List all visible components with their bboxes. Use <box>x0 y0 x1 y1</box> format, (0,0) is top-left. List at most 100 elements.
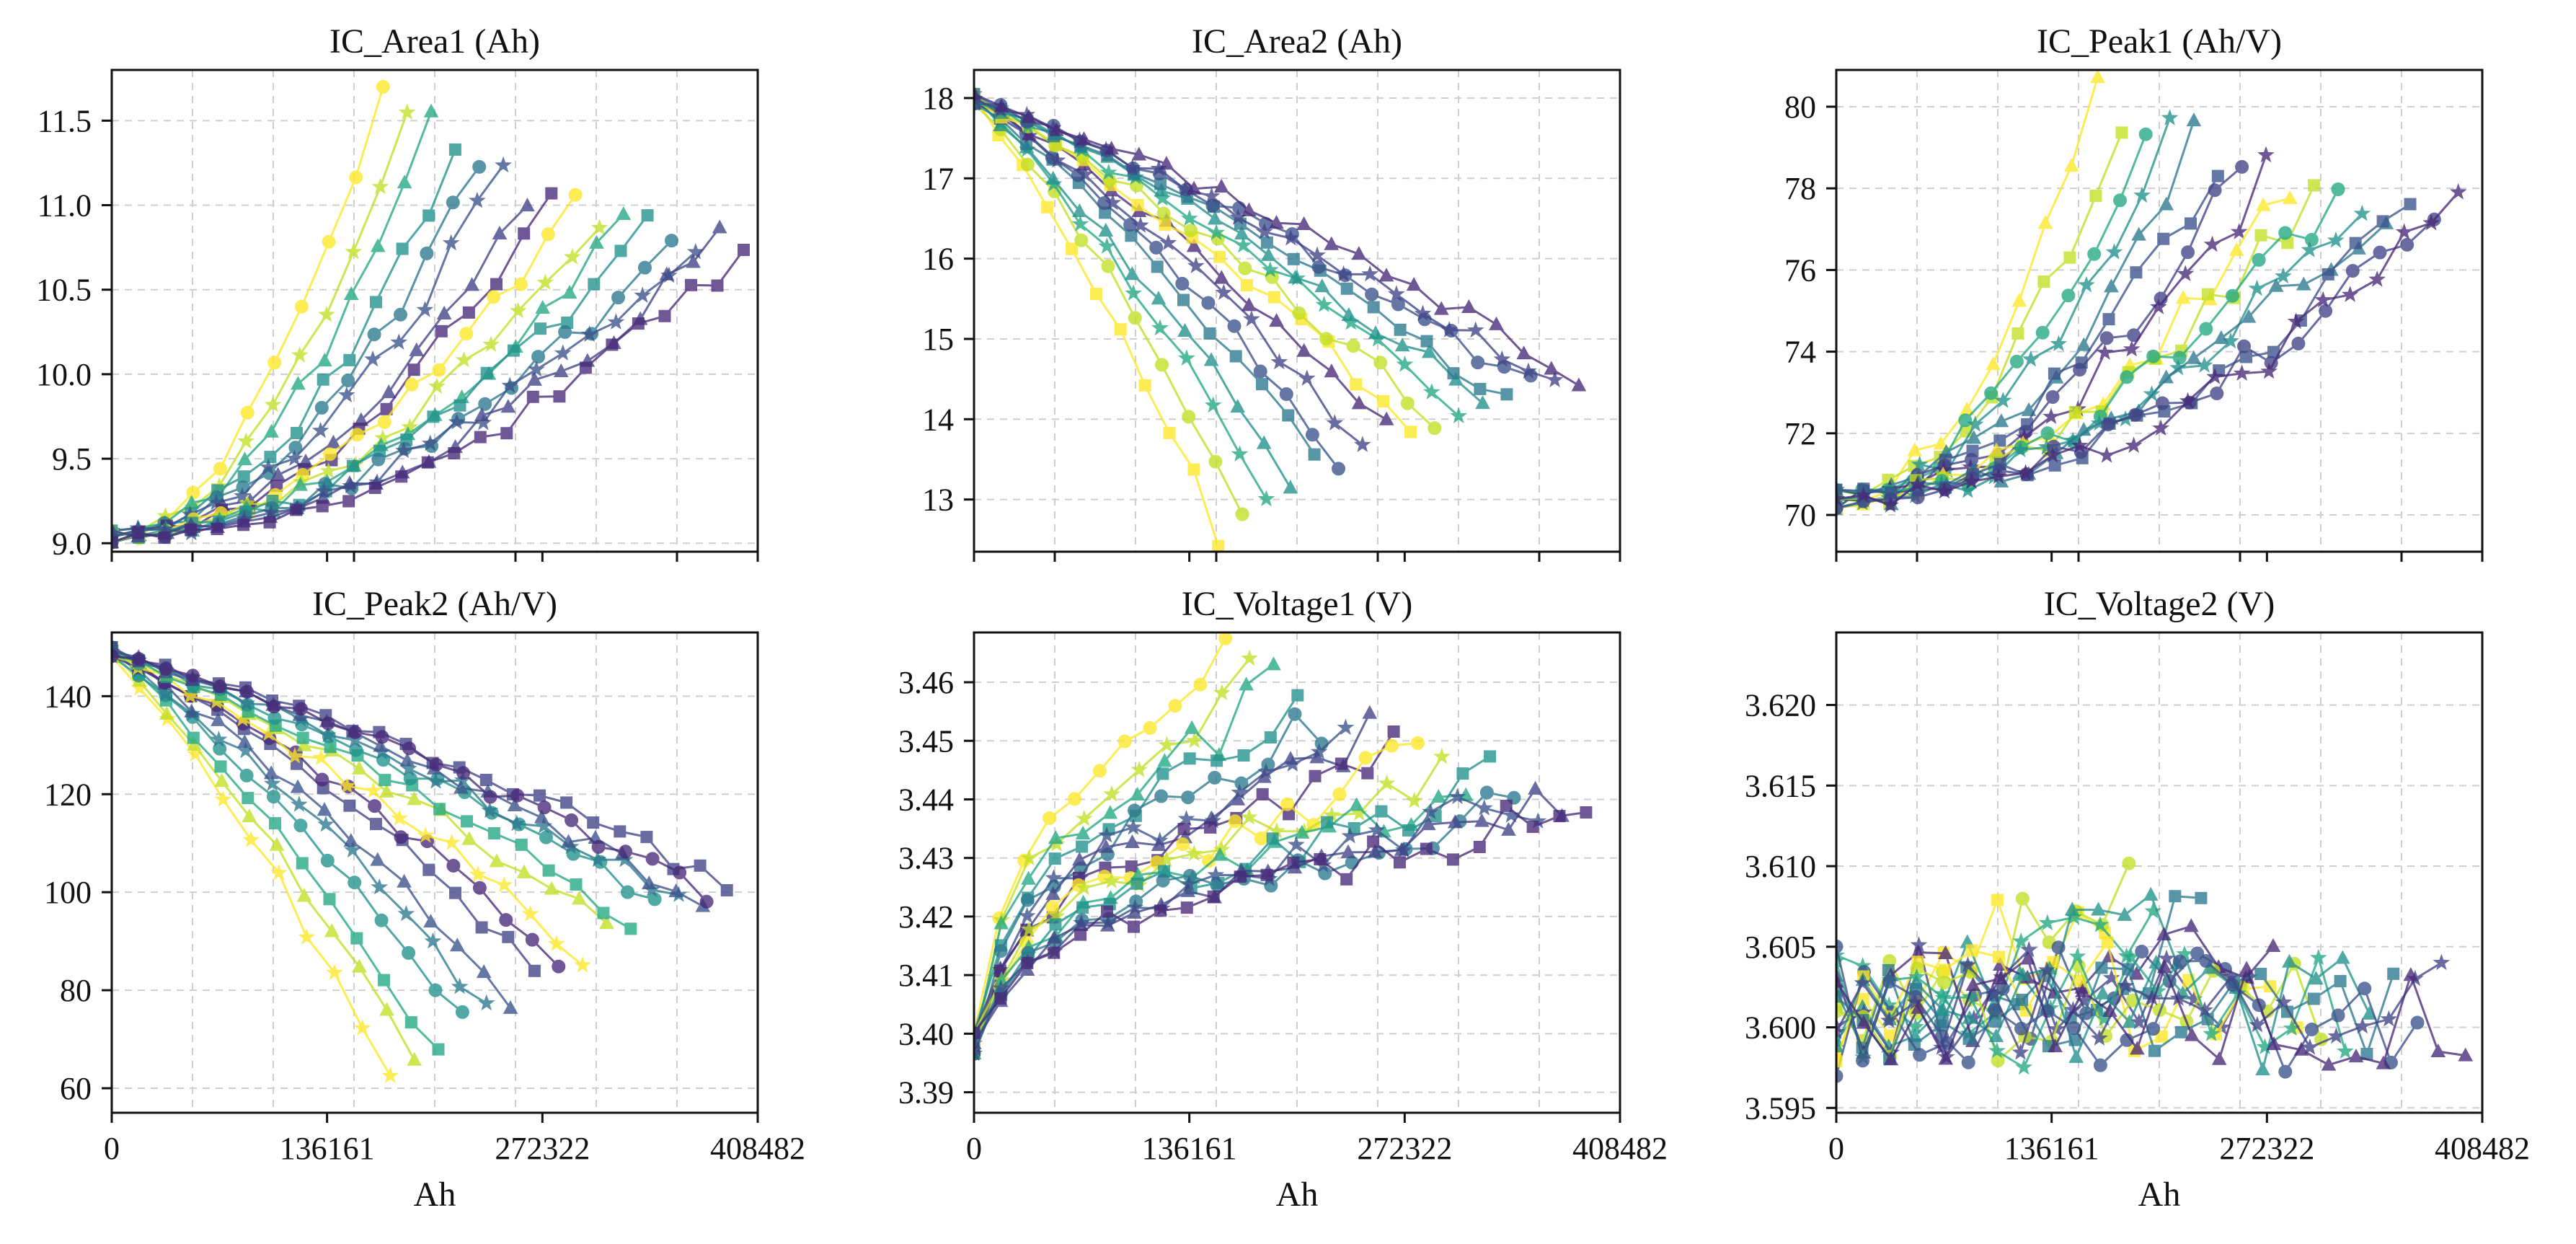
data-point <box>1186 180 1202 195</box>
data-point <box>553 363 569 377</box>
data-point <box>242 831 260 847</box>
x-tick-label: 272322 <box>1357 1131 1452 1166</box>
y-tick-label: 74 <box>1784 335 1816 370</box>
data-point <box>260 458 278 475</box>
data-point <box>2156 926 2172 940</box>
data-point <box>112 522 120 537</box>
data-point <box>448 447 461 459</box>
data-point <box>112 649 119 663</box>
data-point <box>1235 507 1249 521</box>
data-point <box>1836 974 1844 988</box>
data-point <box>238 694 256 711</box>
data-point <box>323 447 337 462</box>
chart-title: IC_Voltage2 (V) <box>2044 585 2275 623</box>
data-point <box>1394 323 1407 336</box>
data-point <box>1130 786 1145 801</box>
data-point <box>1353 436 1371 452</box>
data-point <box>2102 1002 2117 1017</box>
data-point <box>371 177 389 195</box>
y-tick-label: 3.42 <box>898 899 954 935</box>
data-point <box>1402 824 1415 837</box>
data-point <box>1906 993 1924 1010</box>
data-point <box>1269 313 1284 327</box>
data-point <box>1341 306 1357 322</box>
data-point <box>1154 789 1169 803</box>
data-point <box>317 802 332 816</box>
data-point <box>1049 918 1062 931</box>
data-point <box>1365 287 1379 301</box>
subplot-5: 0 136161 272322 408482 3.39 3.40 3.41 3.42 3.43 3… <box>898 585 1668 1214</box>
data-point <box>1474 813 1490 827</box>
data-point <box>2011 293 2027 307</box>
series-line <box>112 650 416 1061</box>
data-point <box>1117 734 1132 749</box>
data-point <box>571 891 587 905</box>
series-16 <box>1836 183 2467 513</box>
data-point <box>1856 1054 1870 1068</box>
y-tick-label: 3.610 <box>1745 849 1816 884</box>
series-10 <box>112 648 614 930</box>
data-point <box>1270 353 1288 370</box>
data-point <box>2241 309 2257 323</box>
data-point <box>553 390 566 403</box>
data-point <box>1131 146 1147 161</box>
data-point <box>2040 426 2055 441</box>
series-line <box>974 102 1387 421</box>
series-5 <box>112 643 495 1011</box>
data-point <box>182 687 199 704</box>
data-point <box>2310 948 2327 966</box>
data-point <box>1387 285 1405 302</box>
data-point <box>1255 223 1273 239</box>
subplot-3: 70 72 74 76 78 80 IC_Peak1 (Ah/V) <box>1784 22 2484 562</box>
data-point <box>1075 825 1091 839</box>
data-point <box>346 731 363 748</box>
data-point <box>1288 707 1302 721</box>
data-point <box>2337 1042 2354 1059</box>
series-15 <box>974 89 1564 388</box>
data-point <box>1155 358 1169 372</box>
data-point <box>1571 377 1587 392</box>
data-point <box>1420 816 1436 831</box>
data-point <box>1836 483 1843 496</box>
data-point <box>1911 1000 1926 1014</box>
data-point <box>570 878 583 891</box>
data-point <box>1207 865 1225 883</box>
data-point <box>619 844 633 859</box>
data-point <box>446 858 461 873</box>
data-point <box>2222 968 2240 985</box>
data-point <box>2125 436 2143 453</box>
data-point <box>132 652 146 666</box>
data-point <box>1177 322 1192 337</box>
series-group <box>1836 856 2474 1083</box>
data-point <box>395 441 412 459</box>
y-tick-label: 16 <box>922 242 954 277</box>
series-1 <box>974 632 1233 1041</box>
data-point <box>993 944 1008 958</box>
data-point <box>2341 286 2359 302</box>
data-point <box>1230 791 1246 806</box>
data-point <box>641 209 654 222</box>
data-point <box>269 817 281 830</box>
data-point <box>2091 1029 2108 1046</box>
data-point <box>492 225 508 240</box>
data-point <box>263 765 279 780</box>
data-point <box>1163 426 1176 439</box>
data-point <box>1254 831 1268 845</box>
data-point <box>673 865 687 880</box>
data-point <box>1962 1010 1978 1024</box>
data-point <box>2102 948 2117 963</box>
data-point <box>2175 290 2191 304</box>
data-point <box>1234 870 1247 883</box>
data-point <box>379 1002 394 1016</box>
data-point <box>2233 364 2251 381</box>
plot-frame <box>110 631 759 1114</box>
data-point <box>1156 767 1169 780</box>
data-point <box>2301 1038 2319 1055</box>
data-point <box>992 979 1010 996</box>
data-point <box>1984 386 1999 400</box>
data-point <box>2172 350 2187 365</box>
data-point <box>318 306 335 322</box>
y-tick-label: 140 <box>44 679 92 714</box>
data-point <box>1993 970 2009 985</box>
data-point <box>1404 425 1417 438</box>
